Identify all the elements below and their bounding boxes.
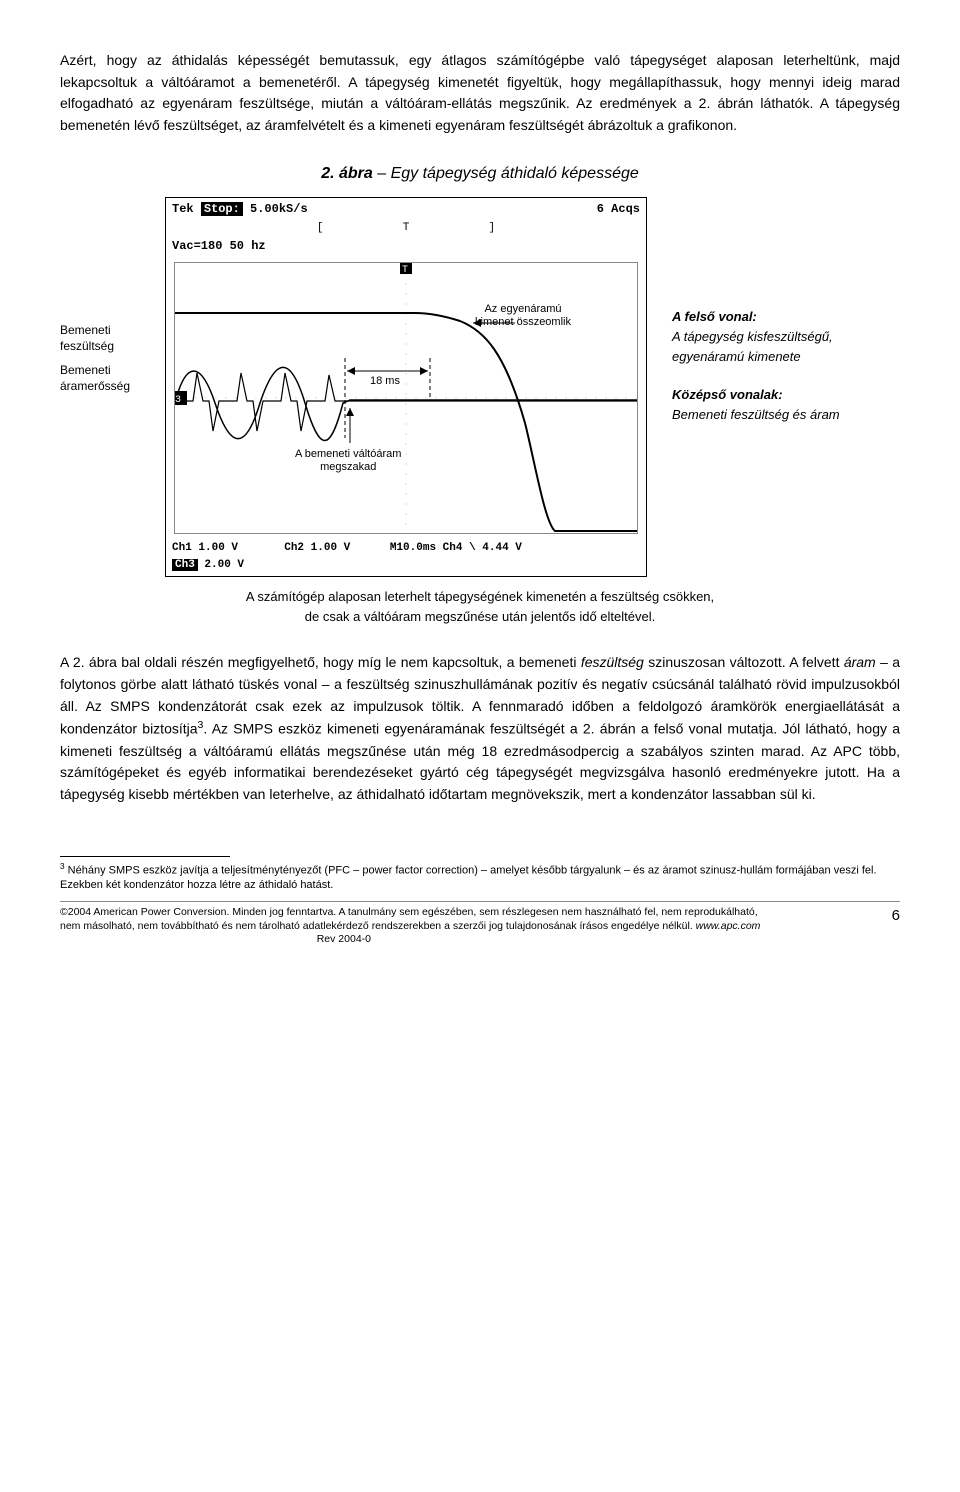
legend-mid-head: Középső vonalak:: [672, 387, 783, 402]
scope-header: Tek Stop: 5.00kS/s 6 Acqs: [166, 198, 646, 221]
footnote: 3 Néhány SMPS eszköz javítja a teljesítm…: [60, 861, 900, 893]
scope-rate: 5.00kS/s: [243, 202, 308, 216]
figure-title: Egy tápegység áthidaló képessége: [391, 165, 639, 182]
left-label-current: Bemeneti áramerősség: [60, 362, 165, 394]
copyright-link: www.apc.com: [696, 920, 761, 932]
copyright-text: ©2004 American Power Conversion. Minden …: [60, 906, 758, 932]
scope-acqs: 6 Acqs: [597, 200, 640, 219]
oscilloscope-screenshot: Tek Stop: 5.00kS/s 6 Acqs [ T ] Vac=180 …: [165, 197, 647, 577]
copyright-footer: ©2004 American Power Conversion. Minden …: [60, 901, 900, 947]
scope-ch2: Ch2 1.00 V: [284, 542, 350, 554]
page-number: 6: [892, 907, 900, 924]
figure-wrapper: Bemeneti feszültség Bemeneti áramerősség…: [60, 197, 900, 577]
paragraph-1: Azért, hogy az áthidalás képességét bemu…: [60, 50, 900, 137]
scope-graph: 3 T 18 ms Az: [174, 262, 638, 534]
annot-18ms: 18 ms: [370, 375, 400, 388]
scope-brand: Tek: [172, 202, 201, 216]
annot-collapse: Az egyenáramúkimenet összeomlik: [475, 303, 571, 329]
figure-caption: 2. ábra – Egy tápegység áthidaló képessé…: [60, 162, 900, 187]
figure-under-caption: A számítógép alaposan leterhelt tápegysé…: [60, 587, 900, 627]
scope-sub: Vac=180 50 hz: [166, 237, 646, 258]
scope-m: M10.0ms Ch4 \ 4.44 V: [390, 542, 522, 554]
svg-text:T: T: [402, 265, 408, 276]
figure-right-legend: A felső vonal: A tápegység kisfeszültség…: [647, 197, 872, 444]
scope-ch1: Ch1 1.00 V: [172, 542, 238, 554]
annot-interrupt: A bemeneti váltóárammegszakad: [295, 448, 401, 474]
legend-top-head: A felső vonal:: [672, 309, 757, 324]
footnote-rule: [60, 856, 230, 857]
scope-ch3-box: Ch3: [172, 559, 198, 571]
left-label-voltage: Bemeneti feszültség: [60, 322, 165, 354]
figure-sep: –: [373, 165, 391, 182]
scope-ch3-val: 2.00 V: [198, 559, 244, 571]
legend-mid-body: Bemeneti feszültség és áram: [672, 407, 840, 422]
svg-text:3: 3: [175, 395, 181, 406]
figure-left-labels: Bemeneti feszültség Bemeneti áramerősség: [60, 197, 165, 395]
figure-number: 2. ábra: [321, 165, 373, 182]
rev: Rev 2004-0: [317, 933, 371, 945]
paragraph-2: A 2. ábra bal oldali részén megfigyelhet…: [60, 652, 900, 805]
scope-footer: Ch1 1.00 V Ch2 1.00 V M10.0ms Ch4 \ 4.44…: [166, 538, 646, 576]
scope-stop: Stop:: [201, 202, 243, 216]
legend-top-body: A tápegység kisfeszültségű, egyenáramú k…: [672, 329, 833, 364]
